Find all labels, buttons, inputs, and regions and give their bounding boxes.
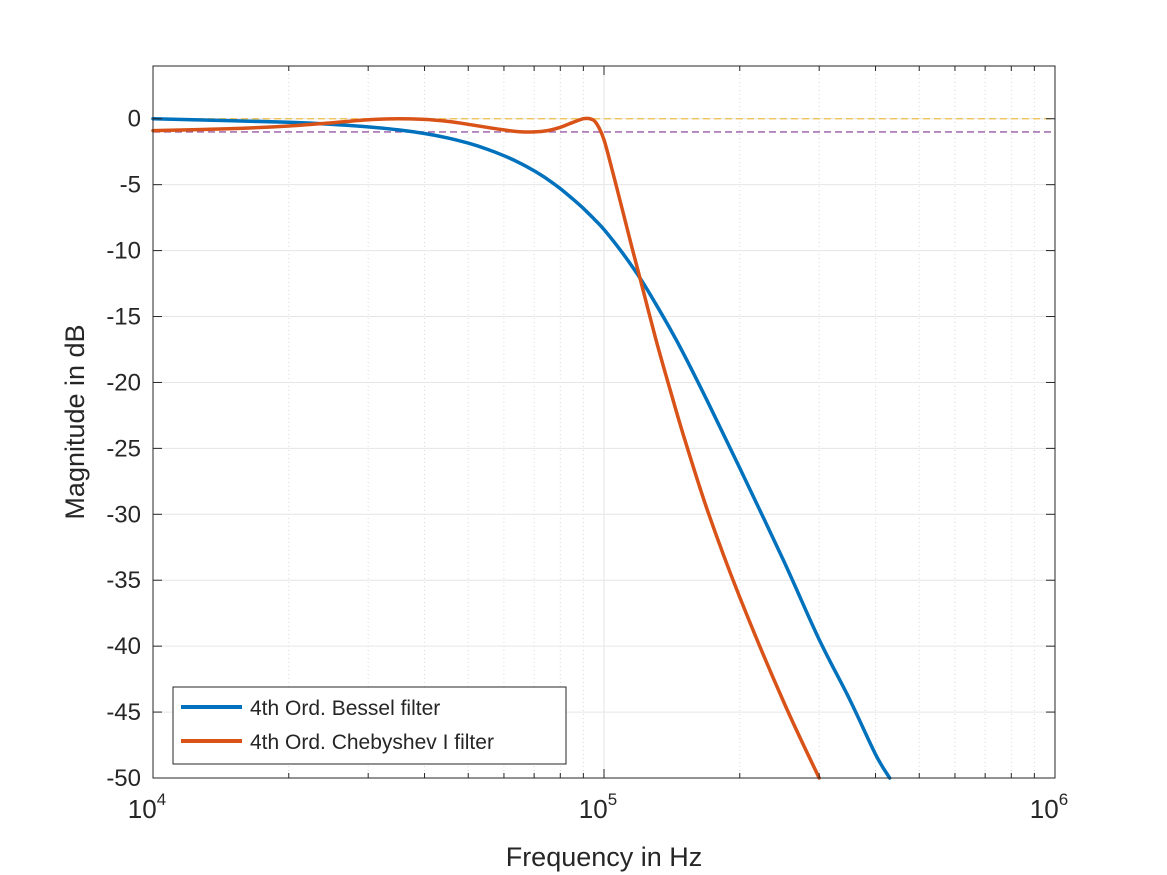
x-tick-labels: 104 105 106	[128, 790, 1068, 824]
y-axis-label: Magnitude in dB	[60, 324, 90, 519]
series-line-chebyshev	[151, 116, 821, 780]
series-lines	[151, 116, 892, 780]
legend-label-bessel: 4th Ord. Bessel filter	[250, 697, 440, 720]
y-tick-label: -10	[106, 238, 141, 265]
y-tick-label: -50	[106, 765, 141, 792]
x-axis-label: Frequency in Hz	[506, 842, 703, 872]
y-tick-label: -45	[106, 699, 141, 726]
axis-ticks	[152, 66, 1056, 779]
y-tick-label: -30	[106, 501, 141, 528]
y-tick-label: -40	[106, 633, 141, 660]
y-tick-label: -5	[120, 172, 141, 199]
legend-label-chebyshev: 4th Ord. Chebyshev I filter	[250, 731, 494, 754]
x-tick-label: 105	[579, 790, 617, 824]
legend-box	[172, 686, 567, 765]
series-line-bessel	[151, 116, 892, 780]
y-tick-label: -15	[106, 304, 141, 331]
x-tick-label: 104	[128, 790, 166, 824]
x-tick-label: 106	[1030, 790, 1068, 824]
y-tick-label: 0	[128, 106, 141, 133]
reference-lines	[153, 118, 1055, 133]
legend: 4th Ord. Bessel filter 4th Ord. Chebyshe…	[172, 686, 567, 765]
y-tick-label: -35	[106, 567, 141, 594]
y-tick-label: -25	[106, 435, 141, 462]
y-tick-labels: 0 -5 -10 -15 -20 -25 -30 -35 -40 -45 -50	[106, 106, 141, 792]
y-tick-label: -20	[106, 369, 141, 396]
